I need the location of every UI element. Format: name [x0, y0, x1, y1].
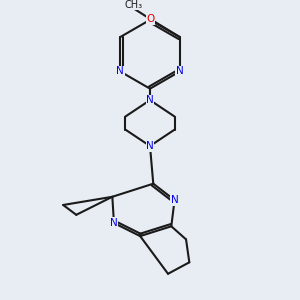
Text: O: O — [146, 14, 154, 24]
Text: CH₃: CH₃ — [125, 0, 143, 10]
Text: N: N — [176, 67, 184, 76]
Text: N: N — [146, 95, 154, 105]
Text: N: N — [171, 195, 178, 205]
Text: N: N — [116, 67, 124, 76]
Text: N: N — [146, 141, 154, 151]
Text: N: N — [110, 218, 118, 228]
